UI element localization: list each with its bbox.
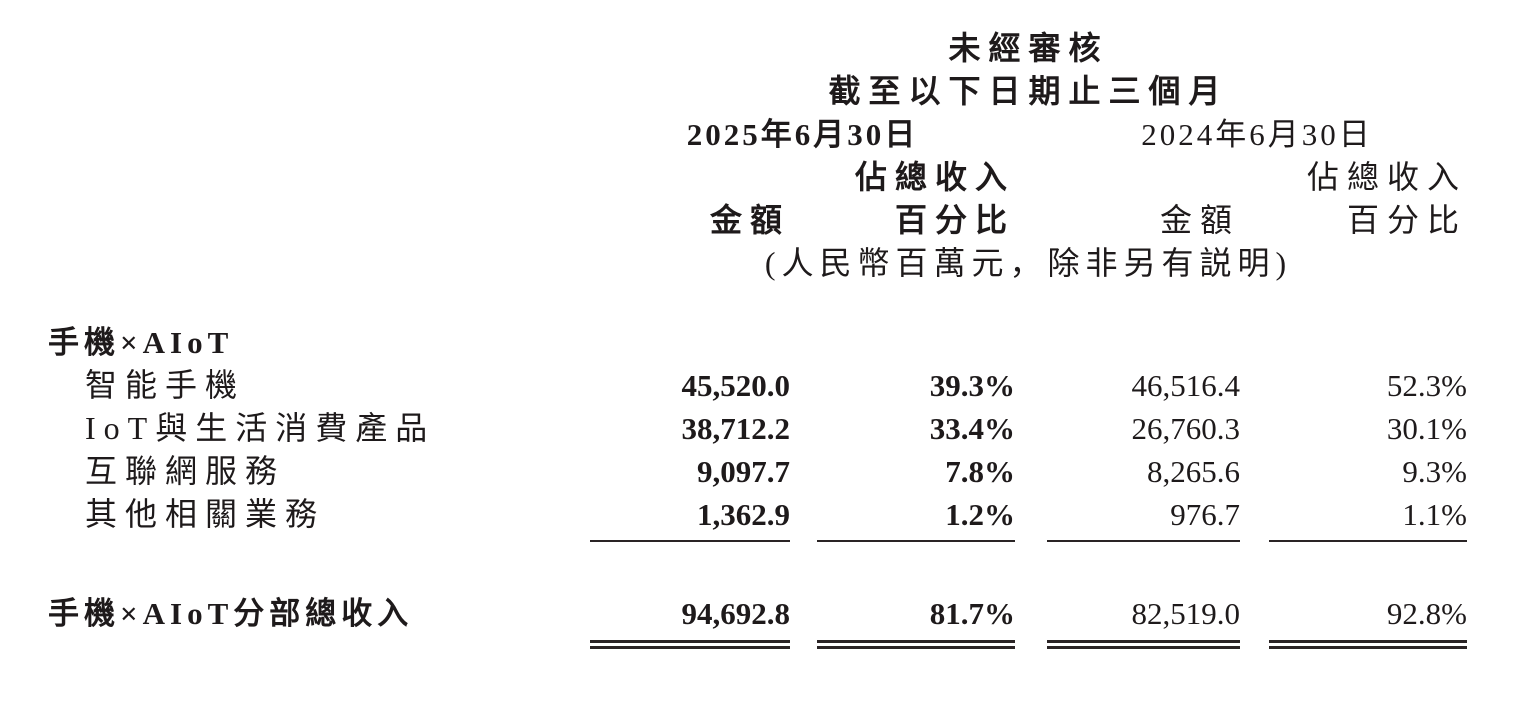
double-rule-line <box>1047 640 1240 649</box>
date-column-2024: 2024年6月30日 <box>1141 117 1373 152</box>
unaudited-heading: 未經審核 <box>948 30 1109 66</box>
segment-revenue-table: 未經審核 截至以下日期止三個月 2025年6月30日 2024年6月30日 佔總… <box>0 27 1467 649</box>
table-row-smartphones: 智能手機 45,520.0 39.3% 46,516.4 52.3% <box>0 364 1467 407</box>
table-header-row-unaudited: 未經審核 <box>0 27 1467 70</box>
amount-header-2024: 金額 <box>1159 202 1240 238</box>
pct-2025: 33.4% <box>929 411 1015 446</box>
section-title: 手機×AIoT <box>48 325 234 360</box>
row-label: IoT與生活消費產品 <box>85 410 436 446</box>
table-header-row-unit-note: (人民幣百萬元，除非另有説明) <box>0 242 1467 285</box>
row-label: 智能手機 <box>85 367 246 403</box>
double-rule-line <box>590 640 790 649</box>
amount-2025: 38,712.2 <box>681 411 791 446</box>
pct-2025: 39.3% <box>929 368 1015 403</box>
subtotal-rule-row <box>0 540 1467 542</box>
amount-2024: 26,760.3 <box>1131 411 1241 446</box>
row-label: 互聯網服務 <box>85 453 286 489</box>
amount-2024: 8,265.6 <box>1147 454 1240 489</box>
double-rule-line <box>817 640 1015 649</box>
amount-2025: 9,097.7 <box>697 454 790 489</box>
amount-2025: 45,520.0 <box>681 368 791 403</box>
total-amount-2024: 82,519.0 <box>1131 596 1241 631</box>
rule-line <box>817 540 1015 542</box>
row-label: 其他相關業務 <box>85 496 326 532</box>
amount-2025: 1,362.9 <box>697 497 790 532</box>
pct-of-revenue-header-2025: 佔總收入 <box>854 159 1015 195</box>
pct-of-revenue-header-2024: 佔總收入 <box>1306 159 1467 195</box>
date-column-2025: 2025年6月30日 <box>686 117 919 152</box>
double-rule-line <box>1269 640 1467 649</box>
rule-line <box>1269 540 1467 542</box>
table-header-row-pct-of-revenue: 佔總收入 佔總收入 <box>0 156 1467 199</box>
amount-2024: 976.7 <box>1170 497 1240 532</box>
table-header-row-columns: 金額 百分比 金額 百分比 <box>0 199 1467 242</box>
total-double-rule-row <box>0 640 1467 649</box>
table-row-internet-services: 互聯網服務 9,097.7 7.8% 8,265.6 9.3% <box>0 450 1467 493</box>
unit-note: (人民幣百萬元，除非另有説明) <box>764 245 1293 281</box>
percentage-header-2024: 百分比 <box>1346 202 1467 238</box>
table-header-row-period: 截至以下日期止三個月 <box>0 70 1467 113</box>
period-heading: 截至以下日期止三個月 <box>828 73 1229 109</box>
table-header-row-dates: 2025年6月30日 2024年6月30日 <box>0 113 1467 156</box>
pct-2025: 7.8% <box>945 454 1015 489</box>
rule-line <box>1047 540 1240 542</box>
total-amount-2025: 94,692.8 <box>681 596 791 631</box>
pct-2024: 52.3% <box>1386 368 1467 403</box>
pct-2024: 30.1% <box>1386 411 1467 446</box>
total-pct-2024: 92.8% <box>1386 596 1467 631</box>
total-pct-2025: 81.7% <box>929 596 1015 631</box>
pct-2024: 9.3% <box>1402 454 1467 489</box>
section-title-row: 手機×AIoT <box>0 321 1467 364</box>
total-label: 手機×AIoT分部總收入 <box>48 596 414 631</box>
pct-2024: 1.1% <box>1402 497 1467 532</box>
table-row-iot-lifestyle: IoT與生活消費產品 38,712.2 33.4% 26,760.3 30.1% <box>0 407 1467 450</box>
pct-2025: 1.2% <box>945 497 1015 532</box>
table-row-segment-total: 手機×AIoT分部總收入 94,692.8 81.7% 82,519.0 92.… <box>0 592 1467 635</box>
table-row-other-related: 其他相關業務 1,362.9 1.2% 976.7 1.1% <box>0 493 1467 536</box>
amount-header-2025: 金額 <box>709 202 790 238</box>
percentage-header-2025: 百分比 <box>894 202 1015 238</box>
rule-line <box>590 540 790 542</box>
amount-2024: 46,516.4 <box>1131 368 1241 403</box>
